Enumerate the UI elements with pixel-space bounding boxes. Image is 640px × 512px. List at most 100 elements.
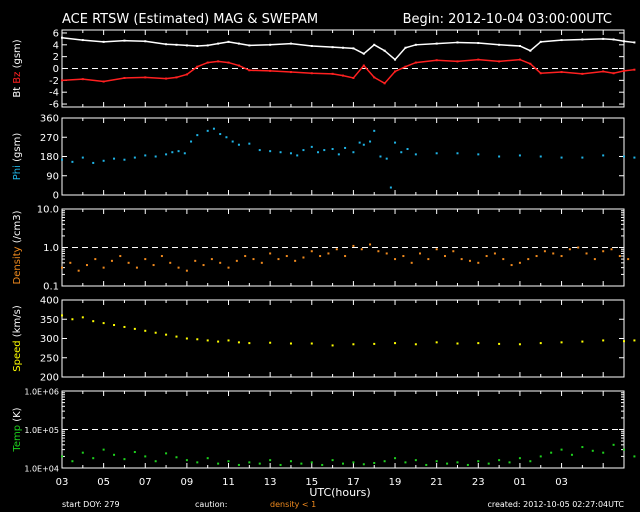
y-tick-label: 0 [53, 64, 59, 75]
data-point-bt [477, 42, 480, 45]
data-point-speed [331, 344, 334, 347]
data-point-speed [581, 340, 584, 343]
data-point-density [394, 258, 397, 261]
y-axis-label: Density (/cm3) [12, 210, 23, 284]
data-point-speed [623, 340, 625, 343]
data-point-speed [539, 342, 542, 345]
data-point-speed [133, 327, 136, 330]
data-point-bz [248, 69, 251, 72]
data-point-bz [175, 76, 178, 79]
data-point-bt [342, 46, 344, 49]
data-point-bt [196, 44, 199, 47]
y-axis-label-part: (K) [12, 407, 23, 425]
data-point-density [335, 248, 338, 251]
y-tick-label: 250 [40, 353, 59, 364]
data-point-phi [296, 154, 299, 157]
y-axis-label-part: Density [12, 246, 23, 284]
data-point-temp [570, 453, 573, 456]
data-point-density [402, 255, 405, 258]
data-point-bt [331, 46, 334, 49]
data-point-bz [331, 72, 334, 75]
data-point-phi [369, 140, 372, 143]
data-point-bt [623, 40, 625, 43]
data-point-phi [435, 152, 438, 155]
data-point-bz [362, 64, 365, 67]
data-point-bt [456, 41, 459, 44]
data-point-phi [498, 155, 501, 158]
y-tick-label: 90 [46, 171, 59, 182]
data-point-density [477, 261, 480, 264]
data-point-bz [633, 68, 636, 71]
data-point-temp [61, 455, 63, 458]
data-point-temp [456, 461, 459, 464]
data-point-phi [581, 156, 584, 159]
data-point-density [235, 259, 238, 262]
data-point-density [252, 258, 255, 261]
x-tick-label: 23 [472, 477, 485, 488]
data-point-phi [602, 154, 605, 157]
data-point-temp [466, 463, 469, 466]
data-point-bt [612, 38, 615, 41]
data-point-density [119, 255, 122, 258]
data-point-bz [102, 80, 105, 83]
data-point-phi [477, 153, 480, 156]
data-point-density [602, 250, 605, 253]
data-point-density [485, 255, 488, 258]
data-point-bt [633, 41, 636, 44]
data-point-bt [518, 44, 521, 47]
data-point-bt [237, 42, 240, 45]
y-tick-label: 6 [53, 28, 59, 39]
data-point-density [194, 259, 197, 262]
y-axis-label-part: Temp [12, 425, 23, 453]
data-point-speed [206, 339, 209, 342]
data-point-density [69, 261, 72, 264]
data-point-phi [400, 151, 403, 154]
data-point-density [435, 248, 438, 251]
data-point-density [352, 244, 355, 247]
data-point-temp [71, 460, 74, 463]
data-point-phi [456, 152, 459, 155]
data-point-density [377, 250, 380, 253]
data-point-phi [323, 149, 326, 152]
data-point-bt [560, 39, 563, 42]
data-point-phi [331, 148, 334, 151]
data-point-phi [337, 153, 340, 156]
data-point-density [202, 264, 205, 267]
data-point-bz [539, 72, 542, 75]
x-axis-title: UTC(hours) [309, 486, 370, 499]
data-point-bt [581, 38, 584, 41]
data-point-temp [113, 453, 116, 456]
data-point-phi [269, 150, 272, 153]
data-point-phi [61, 158, 63, 161]
data-point-density [618, 255, 621, 258]
data-point-phi [237, 143, 240, 146]
data-point-phi [539, 155, 542, 158]
y-axis-label: Phi (gsm) [12, 133, 23, 181]
data-point-bt [310, 44, 313, 47]
data-point-density [110, 259, 113, 262]
data-point-density [244, 255, 247, 258]
data-point-temp [633, 455, 636, 458]
data-point-bz [269, 69, 272, 72]
data-point-speed [185, 337, 188, 340]
x-tick-label: 07 [139, 477, 152, 488]
data-point-phi [133, 156, 136, 159]
start-doy: start DOY: 279 [62, 500, 120, 509]
data-point-bz [123, 76, 126, 79]
begin-time: Begin: 2012-10-04 03:00:00UTC [403, 12, 612, 27]
data-point-phi [102, 159, 105, 162]
data-point-bz [602, 70, 605, 73]
data-point-temp [196, 461, 199, 464]
caution-text: density < 1 [270, 500, 316, 509]
data-point-temp [165, 452, 168, 455]
data-point-speed [144, 329, 147, 332]
data-point-temp [623, 448, 625, 451]
x-tick-label: 11 [222, 477, 235, 488]
data-point-speed [92, 320, 95, 323]
data-point-density [419, 252, 422, 255]
data-point-density [310, 250, 313, 253]
data-point-bz [227, 61, 230, 64]
data-point-density [552, 252, 555, 255]
data-point-bz [373, 76, 376, 79]
